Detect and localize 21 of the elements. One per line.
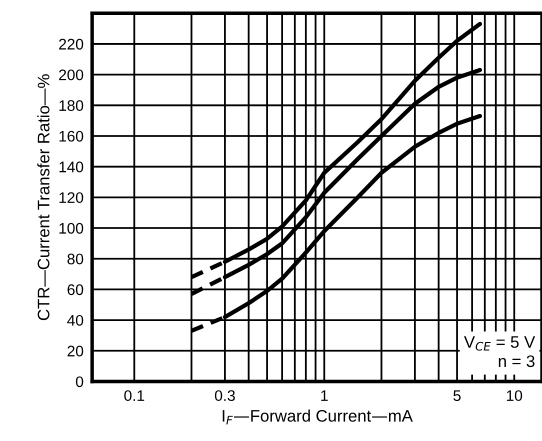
- x-tick-label: 5: [453, 390, 461, 402]
- y-tick-label: 40: [67, 314, 84, 326]
- y-axis-title: CTR—Current Transfer Ratio—%: [37, 74, 50, 320]
- y-tick-label: 180: [59, 100, 84, 111]
- y-tick-label: 60: [68, 284, 84, 296]
- y-tick-label: 160: [59, 130, 84, 142]
- x-tick-label: 1: [321, 390, 328, 401]
- y-tick-label: 80: [67, 254, 84, 264]
- annotation: n = 3: [498, 355, 535, 368]
- y-tick-label: 140: [59, 162, 84, 172]
- y-tick-label: 100: [59, 222, 84, 234]
- x-axis-title: I$_{F}$—Forward Current—mA: [222, 410, 413, 424]
- x-tick-label: 0.3: [214, 390, 235, 402]
- y-tick-label: 200: [59, 69, 84, 80]
- annotation: V$_{CE}$ = 5 V: [464, 336, 536, 351]
- x-tick-label: 10: [506, 390, 522, 402]
- x-tick-label: 0.1: [124, 390, 144, 402]
- y-tick-label: 220: [59, 38, 84, 50]
- y-tick-label: 120: [59, 192, 84, 204]
- y-tick-label: 20: [68, 346, 84, 356]
- y-tick-label: 0: [76, 376, 84, 388]
